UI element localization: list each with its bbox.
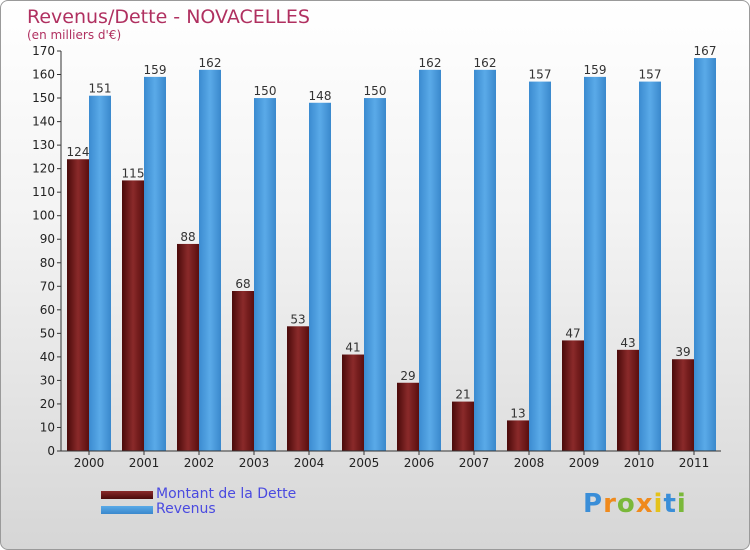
bar-revenus-2001 — [144, 76, 166, 451]
y-tick-label-20: 20 — [40, 397, 55, 411]
data-label-revenus-2005: 150 — [364, 84, 387, 98]
x-tick-label-2009: 2009 — [569, 456, 600, 470]
y-tick-label-10: 10 — [40, 420, 55, 434]
proxiti-logo: Proxiti — [583, 489, 687, 519]
x-tick-label-2010: 2010 — [624, 456, 655, 470]
data-label-debt-2011: 39 — [675, 345, 690, 359]
y-tick-label-80: 80 — [40, 256, 55, 270]
y-tick-label-110: 110 — [32, 185, 55, 199]
bar-revenus-2000 — [89, 95, 111, 452]
y-tick-label-120: 120 — [32, 162, 55, 176]
data-label-debt-2000: 124 — [67, 145, 90, 159]
bar-debt-2006 — [397, 382, 419, 451]
x-tick-label-2002: 2002 — [184, 456, 215, 470]
bar-revenus-2003 — [254, 98, 276, 451]
chart-subtitle: (en milliers d'€) — [27, 28, 122, 42]
bar-debt-2004 — [287, 326, 309, 451]
y-tick-label-0: 0 — [47, 444, 55, 458]
data-label-revenus-2009: 159 — [584, 63, 607, 77]
y-tick-label-150: 150 — [32, 91, 55, 105]
y-tick-label-100: 100 — [32, 209, 55, 223]
x-tick-label-2006: 2006 — [404, 456, 435, 470]
bar-debt-2002 — [177, 243, 199, 451]
data-label-debt-2002: 88 — [180, 230, 195, 244]
data-label-revenus-2010: 157 — [639, 68, 662, 82]
bar-debt-2001 — [122, 180, 144, 452]
data-label-debt-2006: 29 — [400, 369, 415, 383]
y-tick-label-50: 50 — [40, 326, 55, 340]
data-label-debt-2009: 47 — [565, 326, 580, 340]
x-tick-label-2000: 2000 — [74, 456, 105, 470]
bar-revenus-2009 — [584, 76, 606, 451]
bar-debt-2009 — [562, 340, 584, 451]
x-tick-label-2011: 2011 — [679, 456, 710, 470]
bar-debt-2008 — [507, 420, 529, 451]
bar-revenus-2006 — [419, 69, 441, 451]
data-label-debt-2003: 68 — [235, 277, 250, 291]
bar-debt-2005 — [342, 354, 364, 451]
data-label-revenus-2004: 148 — [309, 89, 332, 103]
y-tick-label-170: 170 — [32, 44, 55, 58]
bar-debt-2011 — [672, 359, 694, 451]
y-tick-label-140: 140 — [32, 115, 55, 129]
data-label-revenus-2007: 162 — [474, 56, 497, 70]
bar-revenus-2007 — [474, 69, 496, 451]
y-tick-label-90: 90 — [40, 232, 55, 246]
bar-debt-2003 — [232, 291, 254, 451]
chart-title: Revenus/Dette - NOVACELLES — [27, 6, 310, 28]
data-label-debt-2005: 41 — [345, 341, 360, 355]
y-tick-label-30: 30 — [40, 373, 55, 387]
data-label-revenus-2000: 151 — [89, 82, 112, 96]
legend-swatch-debt — [101, 491, 153, 499]
data-label-revenus-2011: 167 — [694, 44, 717, 58]
y-tick-label-160: 160 — [32, 68, 55, 82]
bar-revenus-2011 — [694, 58, 716, 451]
x-tick-label-2008: 2008 — [514, 456, 545, 470]
data-label-revenus-2006: 162 — [419, 56, 442, 70]
legend-label-revenus: Revenus — [156, 501, 216, 517]
y-tick-label-70: 70 — [40, 279, 55, 293]
data-label-revenus-2001: 159 — [144, 63, 167, 77]
bar-debt-2000 — [67, 159, 89, 451]
bar-revenus-2005 — [364, 98, 386, 451]
data-label-debt-2007: 21 — [455, 388, 470, 402]
x-tick-label-2004: 2004 — [294, 456, 325, 470]
data-label-debt-2010: 43 — [620, 336, 635, 350]
x-tick-label-2003: 2003 — [239, 456, 270, 470]
bar-revenus-2010 — [639, 81, 661, 452]
bar-revenus-2008 — [529, 81, 551, 452]
data-label-revenus-2008: 157 — [529, 68, 552, 82]
data-label-revenus-2002: 162 — [199, 56, 222, 70]
bar-revenus-2002 — [199, 69, 221, 451]
data-label-debt-2004: 53 — [290, 312, 305, 326]
y-tick-label-40: 40 — [40, 350, 55, 364]
data-label-revenus-2003: 150 — [254, 84, 277, 98]
x-tick-label-2001: 2001 — [129, 456, 160, 470]
data-label-debt-2008: 13 — [510, 406, 525, 420]
data-label-debt-2001: 115 — [122, 166, 145, 180]
bar-revenus-2004 — [309, 102, 331, 451]
bar-debt-2007 — [452, 401, 474, 451]
bar-debt-2010 — [617, 349, 639, 451]
x-tick-label-2007: 2007 — [459, 456, 490, 470]
x-tick-label-2005: 2005 — [349, 456, 380, 470]
y-tick-label-60: 60 — [40, 303, 55, 317]
legend-label-debt: Montant de la Dette — [156, 486, 297, 502]
y-tick-label-130: 130 — [32, 138, 55, 152]
legend-swatch-revenus — [101, 506, 153, 514]
